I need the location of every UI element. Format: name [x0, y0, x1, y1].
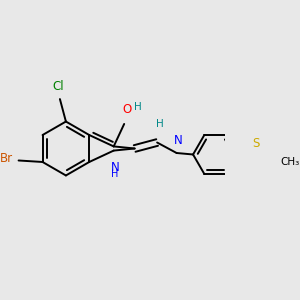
- Text: H: H: [156, 119, 164, 129]
- Text: S: S: [252, 137, 260, 150]
- Text: N: N: [174, 134, 182, 147]
- Text: CH₃: CH₃: [280, 157, 299, 167]
- Text: H: H: [112, 169, 119, 179]
- Text: H: H: [134, 102, 142, 112]
- Text: N: N: [111, 161, 120, 174]
- Text: Br: Br: [0, 152, 13, 166]
- Text: Cl: Cl: [52, 80, 64, 93]
- Text: O: O: [122, 103, 132, 116]
